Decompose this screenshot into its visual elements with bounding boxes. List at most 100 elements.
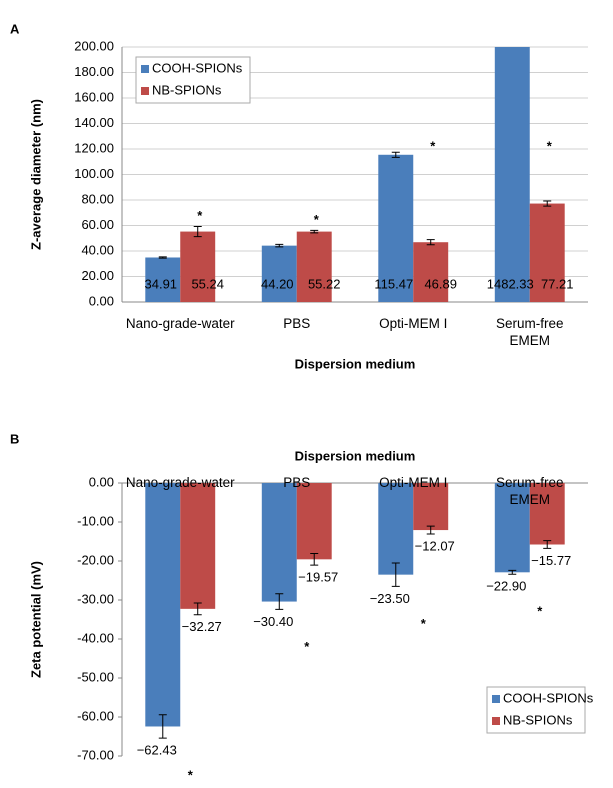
x-tick-label: Opti-MEM I [379, 475, 448, 490]
y-tick-label: 160.00 [74, 89, 114, 104]
y-tick-label: -60.00 [77, 708, 114, 723]
x-tick-label: PBS [283, 316, 311, 331]
bar [180, 231, 216, 302]
y-tick-label: 0.00 [89, 474, 114, 489]
bar [296, 231, 332, 302]
data-label: −19.57 [298, 570, 338, 585]
data-label: −62.43 [137, 743, 177, 758]
y-axis-title: Z-average diameter (nm) [28, 99, 43, 250]
significance-mark: * [421, 616, 427, 631]
error-bar [275, 243, 284, 248]
y-tick-label: 140.00 [74, 115, 114, 130]
data-label: −22.90 [486, 579, 526, 594]
error-bar [158, 256, 167, 259]
significance-mark: * [304, 639, 310, 654]
legend-label: COOH-SPIONs [152, 60, 243, 75]
bar [413, 242, 449, 302]
error-bar [426, 525, 435, 535]
bar [180, 483, 216, 609]
significance-mark: * [430, 138, 436, 153]
significance-mark: * [188, 768, 194, 783]
x-tick-label: Nano-grade-water [125, 475, 235, 490]
data-label: −30.40 [253, 614, 293, 629]
y-axis-title: Zeta potential (mV) [28, 561, 43, 678]
bar [529, 203, 565, 302]
legend-swatch [141, 87, 149, 95]
data-label: 55.22 [308, 276, 341, 291]
y-tick-label: -30.00 [77, 591, 114, 606]
legend-label: NB-SPIONs [503, 712, 573, 727]
error-bar [193, 602, 202, 616]
panel-label: B [10, 431, 19, 446]
significance-mark: * [547, 138, 553, 153]
bar [261, 483, 297, 602]
y-tick-label: -70.00 [77, 747, 114, 762]
y-tick-label: 60.00 [81, 217, 114, 232]
x-axis-title: Dispersion medium [295, 356, 416, 371]
error-bar [508, 569, 517, 575]
plot-area [145, 483, 565, 739]
error-bar [193, 225, 202, 238]
data-label: −15.77 [531, 553, 571, 568]
plot-area [145, 47, 565, 302]
y-tick-label: -40.00 [77, 630, 114, 645]
legend-box [486, 686, 586, 734]
bar [145, 483, 181, 727]
x-tick-label: PBS [283, 475, 311, 490]
bar [494, 483, 530, 573]
x-tick-label: Serum-free EMEM [495, 316, 564, 348]
legend-swatch [492, 717, 500, 725]
bar [261, 245, 297, 302]
data-label: 46.89 [424, 276, 457, 291]
bar [413, 483, 449, 531]
data-label: −23.50 [370, 591, 410, 606]
panel-label: A [10, 21, 20, 36]
data-label: 44.20 [261, 276, 294, 291]
x-axis-title: Dispersion medium [295, 448, 416, 463]
bar [494, 47, 530, 302]
error-bar [391, 151, 400, 158]
y-tick-label: 20.00 [81, 268, 114, 283]
data-label: 1482.33 [487, 276, 534, 291]
data-label: 115.47 [374, 276, 413, 291]
bar [296, 483, 332, 560]
legend-label: NB-SPIONs [152, 82, 222, 97]
significance-mark: * [537, 604, 543, 619]
significance-mark: * [314, 212, 320, 227]
y-tick-label: 40.00 [81, 242, 114, 257]
y-tick-label: -10.00 [77, 513, 114, 528]
legend-swatch [141, 65, 149, 73]
error-bar [543, 200, 552, 207]
x-tick-label: Opti-MEM I [379, 316, 448, 331]
y-tick-label: -20.00 [77, 552, 114, 567]
bar [529, 483, 565, 545]
y-tick-label: -50.00 [77, 669, 114, 684]
bar [378, 154, 414, 302]
legend-box [135, 56, 251, 104]
y-tick-label: 100.00 [74, 166, 114, 181]
y-tick-label: 200.00 [74, 38, 114, 53]
error-bar [391, 562, 400, 587]
y-tick-label: 120.00 [74, 140, 114, 155]
error-bar [275, 593, 284, 610]
data-label: 55.24 [191, 276, 224, 291]
y-tick-label: 180.00 [74, 64, 114, 79]
error-bar [310, 552, 319, 566]
significance-mark: * [197, 208, 203, 223]
data-label: 77.21 [541, 276, 574, 291]
error-bar [543, 540, 552, 549]
error-bar [158, 714, 167, 739]
y-tick-label: 0.00 [89, 293, 114, 308]
error-bar [426, 239, 435, 246]
data-label: −32.27 [182, 619, 222, 634]
bar [378, 483, 414, 575]
legend-swatch [492, 695, 500, 703]
x-tick-label: Nano-grade-water [125, 316, 235, 331]
x-tick-label: Serum-free EMEM [495, 475, 564, 507]
data-label: 34.91 [145, 276, 178, 291]
bar [145, 257, 181, 302]
error-bar [310, 229, 319, 234]
data-label: −12.07 [415, 538, 455, 553]
